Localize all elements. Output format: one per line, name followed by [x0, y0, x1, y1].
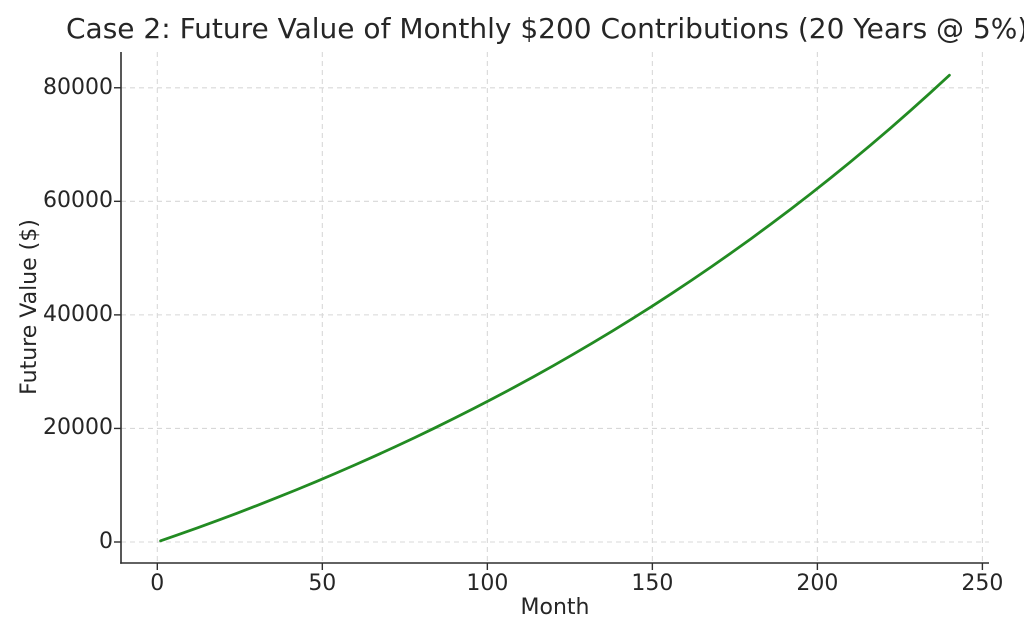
y-tick-label: 60000 [43, 188, 113, 214]
chart-title: Case 2: Future Value of Monthly $200 Con… [66, 12, 1024, 45]
x-tick-label: 0 [150, 571, 165, 596]
future-value-line [159, 73, 951, 543]
x-tick-label: 100 [466, 571, 509, 596]
x-axis-label: Month [520, 595, 590, 620]
y-tick-label: 20000 [43, 415, 113, 441]
y-tick-label: 40000 [43, 301, 113, 327]
x-tick-label: 200 [796, 571, 839, 596]
x-tick-label: 150 [631, 571, 674, 596]
y-tick-label: 80000 [43, 74, 113, 100]
x-tick-label: 50 [308, 571, 337, 596]
y-tick-label: 0 [99, 528, 113, 554]
x-tick-label: 250 [961, 571, 1004, 596]
y-axis-label: Future Value ($) [17, 219, 42, 395]
